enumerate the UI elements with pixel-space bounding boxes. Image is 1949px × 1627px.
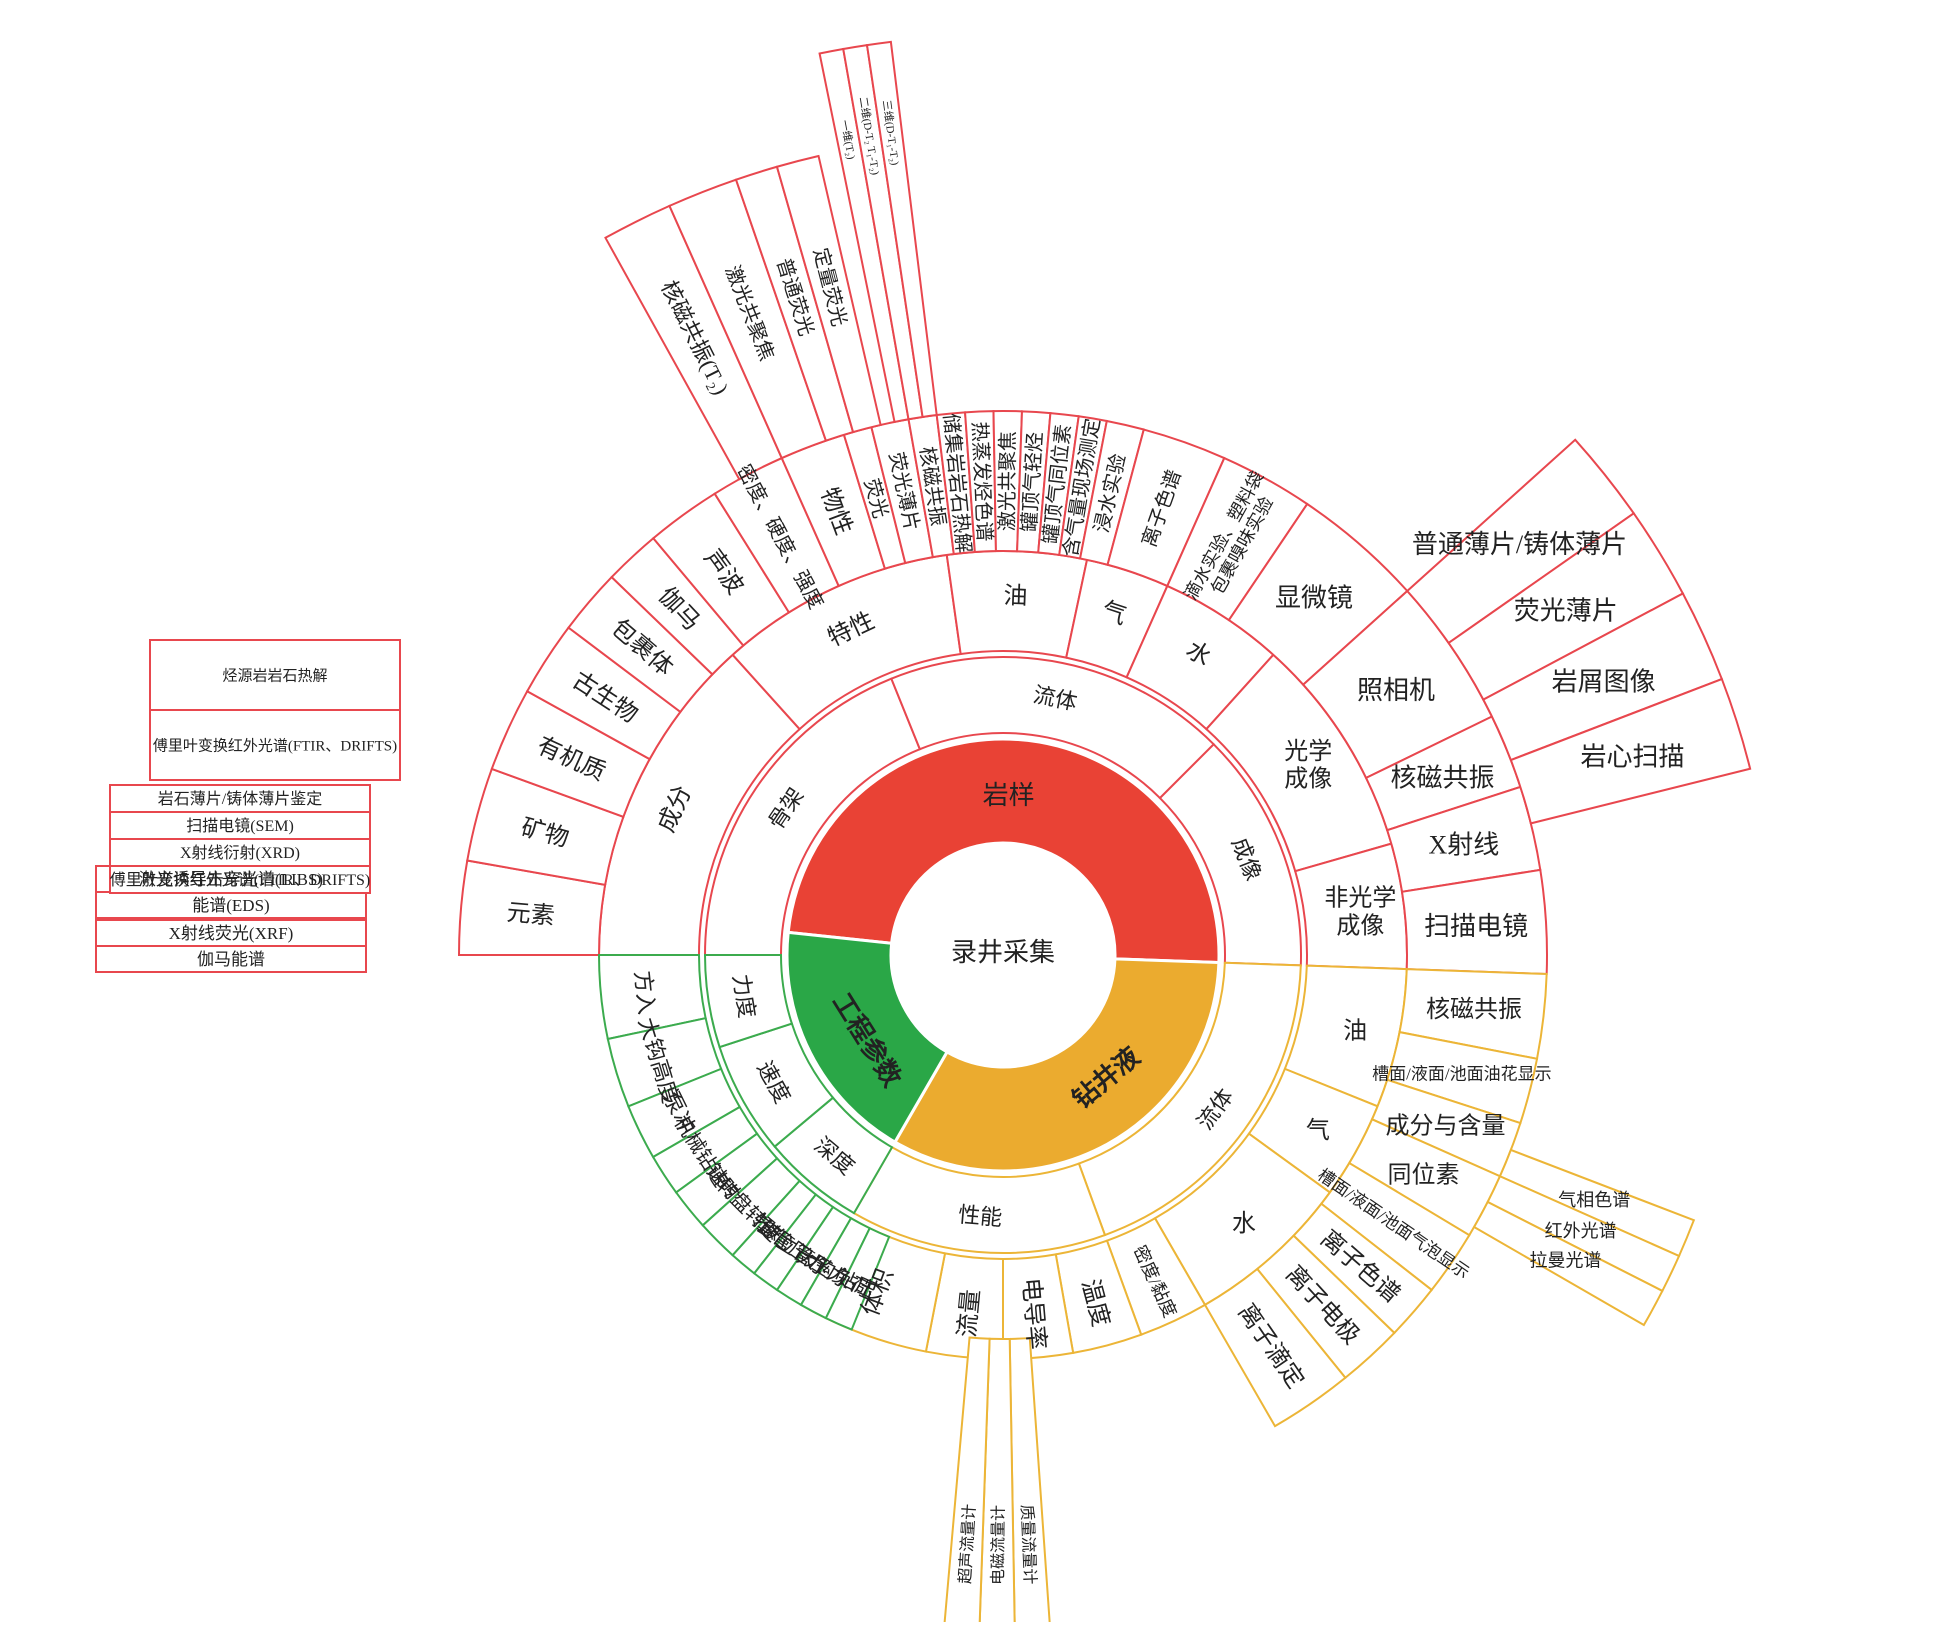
rock-l4-label-0: 元素 — [506, 899, 556, 930]
rock-l5-micro-3 — [1509, 677, 1752, 825]
rock-l5-min-label-0: 岩石薄片/铸体薄片鉴定 — [158, 790, 322, 808]
rock-l3-label-6: 非光学成像 — [1324, 885, 1396, 940]
rock-l5-min-label-2: X射线衍射(XRD) — [180, 844, 300, 862]
rock-l4-label-23: 核磁共振 — [1390, 764, 1494, 793]
eng-l3-1 — [606, 1017, 723, 1108]
rock-l5-min-label-3: 傅里叶变换红外光谱(FTIR、DRIFTS) — [110, 871, 370, 889]
rock-l4-label-24: X射线 — [1429, 830, 1500, 859]
rock-l4-label-25: 扫描电镜 — [1424, 912, 1528, 941]
fluid-l4-7 — [1203, 1267, 1347, 1428]
fluid-l3-label-1: 气 — [1306, 1117, 1330, 1144]
rock-l5-micro-label-0: 普通薄片/铸体薄片 — [1412, 530, 1627, 559]
fluid-l5-gas-label-2: 拉曼光谱 — [1529, 1251, 1601, 1271]
fluid-l5-gas-2 — [1472, 1200, 1664, 1327]
rock-l5-org-cell-0 — [149, 639, 401, 711]
rock-l5-elem-a-label-1: 伽马能谱 — [197, 950, 265, 969]
fluid-l4-label-2: 成分与含量 — [1386, 1112, 1506, 1139]
eng-l3-6 — [731, 1179, 818, 1275]
fluid-l2-label-1: 性能 — [957, 1202, 1003, 1231]
rock-l5-min-label-1: 扫描电镜(SEM) — [186, 816, 294, 835]
rock-l5-org-cell-1 — [149, 709, 401, 781]
fluid-l4-flow-label-2: 超声流量计 — [956, 1503, 979, 1584]
rock-l5-elem-a-label-0: X射线荧光(XRF) — [169, 924, 294, 943]
fluid-l5-gas-label-1: 红外光谱 — [1545, 1221, 1617, 1241]
rock-l5-elem-b-label-1: 能谱(EDS) — [192, 896, 269, 915]
rock-l5-elem-a-cell-0 — [95, 919, 367, 947]
rock-l5-min-cell-0 — [109, 784, 371, 813]
fluid-l4-label-0: 核磁共振 — [1426, 996, 1522, 1023]
rock-l4-label-14: 激光共聚焦 — [996, 431, 1020, 531]
fluid-l3-label-0: 油 — [1343, 1017, 1367, 1044]
eng-l3-10 — [824, 1226, 891, 1331]
fluid-l4-label-1: 槽面/液面/池面油花显示 — [1372, 1065, 1551, 1084]
rock-l5-min-cell-3 — [109, 865, 371, 894]
eng-l3-3 — [651, 1105, 759, 1194]
fluid-l3-label-6: 流量 — [954, 1288, 985, 1338]
rock-l4-label-21: 显微镜 — [1275, 583, 1353, 612]
rock-l5-elem-a-cell-1 — [95, 945, 367, 973]
rock-l3-label-5: 光学成像 — [1284, 738, 1332, 793]
eng-l3-9 — [799, 1216, 872, 1320]
core-sector-eng — [785, 930, 950, 1145]
fluid-l4-flow-label-1: 电磁流量计 — [989, 1505, 1008, 1585]
fluid-l4-flow-label-0: 质量流量计 — [1017, 1504, 1038, 1585]
fluid-l3-label-5: 电导率 — [1017, 1277, 1050, 1351]
fluid-l3-label-2: 水 — [1232, 1210, 1256, 1237]
core-sector-fluid — [892, 957, 1221, 1173]
fluid-l4-label-3: 同位素 — [1387, 1161, 1459, 1188]
rock-l5-org-label-0: 烃源岩岩石热解 — [222, 667, 327, 684]
rock-l6-nmr-2 — [865, 40, 938, 419]
rock-l5-org-label-1: 傅里叶变换红外光谱(FTIR、DRIFTS) — [153, 737, 397, 754]
rock-l5-elem-b-label-0: 激光诱导击穿光谱(LIBS) — [139, 870, 323, 889]
rock-l5-micro-label-3: 岩心扫描 — [1580, 743, 1684, 772]
eng-l3-0 — [597, 954, 707, 1041]
center-label: 录井采集 — [951, 938, 1055, 967]
eng-l3-8 — [775, 1205, 853, 1307]
fluid-l5-gas-label-0: 气相色谱 — [1558, 1190, 1630, 1210]
rock-l3-label-2: 油 — [1003, 582, 1028, 610]
eng-l3-5 — [701, 1157, 801, 1257]
eng-l2-2 — [703, 954, 794, 1049]
eng-l3-label-0: 方入 — [630, 969, 659, 1015]
rock-l5-micro-label-2: 岩屑图像 — [1552, 667, 1656, 696]
eng-l3-7 — [752, 1193, 835, 1292]
rock-l5-min-cell-2 — [109, 838, 371, 867]
eng-l3-4 — [674, 1132, 779, 1227]
core-sector-rock — [786, 737, 1221, 965]
rock-l5-fluor-3 — [775, 154, 882, 434]
core-label-rock: 岩样 — [983, 781, 1035, 810]
rock-l4-label-22: 照相机 — [1357, 676, 1435, 705]
eng-l3-2 — [627, 1067, 742, 1159]
rock-l4-label-13: 热蒸发烃色谱 — [968, 421, 996, 542]
rock-l5-micro-label-1: 荧光薄片 — [1514, 596, 1618, 625]
fluid-l4-flow-2 — [943, 1336, 991, 1627]
